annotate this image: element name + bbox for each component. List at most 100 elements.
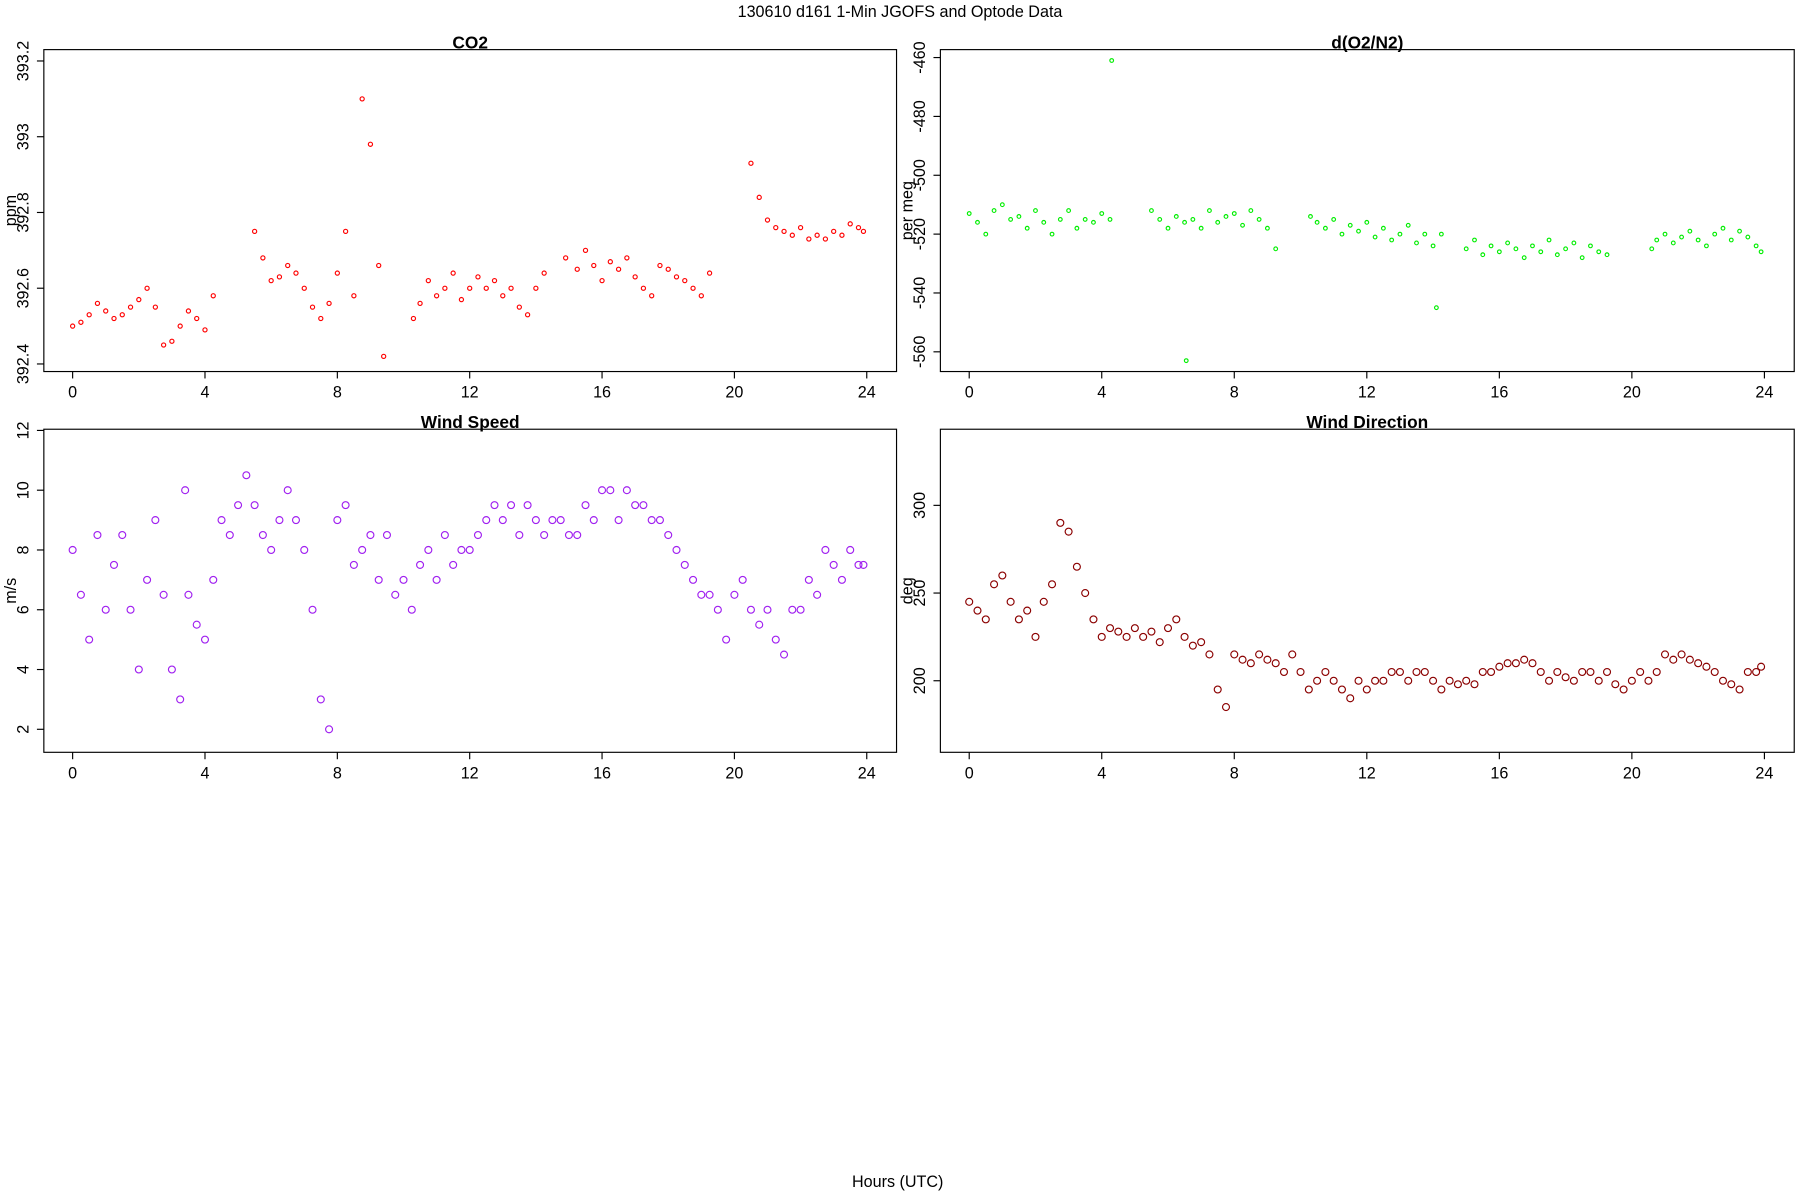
data-point (631, 501, 640, 510)
data-point (573, 530, 582, 540)
panel-title: d(O2/N2) (1331, 32, 1403, 52)
data-point (771, 635, 780, 644)
data-point (1752, 667, 1761, 677)
data-point (283, 486, 292, 495)
data-point (1008, 216, 1014, 222)
data-point (1405, 222, 1411, 228)
data-point (632, 274, 638, 280)
data-point (1313, 676, 1322, 685)
data-point (698, 293, 704, 299)
data-point (1213, 685, 1222, 694)
data-point (788, 605, 797, 614)
data-point (76, 590, 85, 599)
data-point (1082, 216, 1088, 222)
data-point (225, 530, 234, 540)
data-point (1006, 597, 1015, 606)
y-axis-label: per meg (898, 181, 916, 240)
data-point (821, 545, 830, 555)
data-point (185, 308, 192, 314)
data-point (1712, 231, 1718, 237)
data-point (1496, 249, 1502, 255)
data-point (1246, 659, 1255, 668)
data-point (1596, 249, 1602, 255)
data-point (1114, 627, 1123, 636)
data-point (564, 530, 574, 540)
data-point (1331, 216, 1337, 222)
data-point (764, 217, 771, 223)
x-tick-label: 12 (461, 764, 479, 782)
data-point (983, 231, 989, 237)
data-point (705, 590, 714, 599)
data-point (847, 221, 853, 227)
data-point (410, 315, 417, 322)
data-point (200, 635, 210, 644)
data-point (1644, 676, 1653, 685)
data-point (1362, 685, 1371, 694)
data-point (556, 516, 565, 525)
data-point (1163, 624, 1173, 633)
x-tick-label: 0 (965, 384, 974, 402)
data-point (136, 296, 142, 303)
data-point (119, 312, 125, 318)
y-tick-label: -540 (911, 277, 929, 309)
data-point (194, 315, 200, 322)
data-point (773, 224, 779, 231)
data-point (647, 516, 656, 525)
data-point (1238, 655, 1247, 664)
data-point (1354, 676, 1363, 685)
data-point (309, 304, 316, 310)
data-point (376, 262, 382, 269)
data-point (1602, 667, 1612, 677)
data-point (1478, 667, 1487, 677)
data-point (359, 96, 365, 102)
data-point (599, 277, 605, 284)
data-point (589, 516, 598, 525)
data-point (1669, 655, 1678, 664)
data-point (1064, 527, 1073, 536)
data-point (382, 530, 392, 540)
data-point (779, 650, 789, 659)
data-point (846, 545, 855, 555)
data-point (860, 228, 867, 235)
data-point (68, 545, 77, 555)
data-point (93, 530, 102, 540)
data-point (1380, 225, 1386, 231)
data-point (111, 315, 117, 322)
data-point (789, 232, 795, 238)
data-point (1588, 243, 1593, 249)
data-point (574, 266, 580, 272)
data-point (1422, 231, 1428, 237)
x-tick-label: 4 (1097, 764, 1106, 782)
data-point (1521, 255, 1527, 261)
data-point (268, 277, 274, 284)
data-point (1438, 231, 1444, 237)
data-point (1586, 667, 1595, 677)
data-point (217, 516, 226, 525)
data-point (1347, 222, 1353, 228)
data-point (829, 560, 838, 569)
data-point (548, 516, 557, 525)
data-point (1462, 676, 1471, 685)
x-tick-label: 24 (1755, 384, 1773, 402)
data-point (1314, 219, 1320, 225)
data-point (1470, 680, 1479, 689)
y-axis-label: ppm (2, 195, 20, 226)
data-point (300, 545, 309, 555)
data-point (181, 486, 190, 495)
x-tick-label: 20 (1623, 764, 1641, 782)
data-point (1503, 659, 1512, 668)
x-tick-label: 4 (1097, 384, 1106, 402)
x-tick-label: 0 (68, 384, 77, 402)
data-point (639, 501, 648, 510)
data-point (1230, 650, 1239, 659)
data-point (457, 545, 466, 555)
data-point (1322, 225, 1328, 231)
data-point (990, 580, 999, 589)
data-point (1670, 240, 1676, 246)
data-point (152, 304, 159, 310)
data-point (432, 575, 441, 584)
data-point (1057, 216, 1063, 222)
data-point (1702, 662, 1711, 671)
data-point (1687, 228, 1693, 234)
data-point (806, 236, 812, 242)
